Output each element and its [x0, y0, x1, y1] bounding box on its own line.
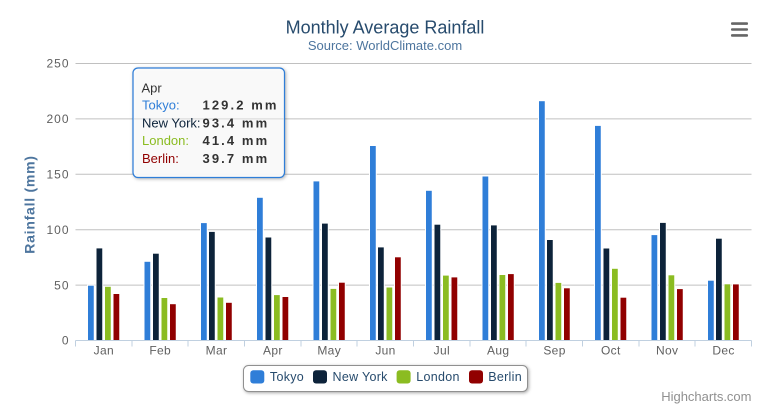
svg-text:Tokyo: Tokyo: [270, 370, 304, 384]
svg-text:150: 150: [46, 168, 69, 182]
svg-text:Highcharts.com: Highcharts.com: [661, 389, 751, 404]
svg-text:Mar: Mar: [206, 344, 228, 358]
svg-text:London:: London:: [142, 133, 189, 148]
svg-text:Berlin:: Berlin:: [142, 151, 179, 166]
svg-text:129.2 mm: 129.2 mm: [203, 98, 279, 113]
svg-text:41.4 mm: 41.4 mm: [203, 133, 270, 148]
svg-text:Feb: Feb: [149, 344, 171, 358]
svg-text:Apr: Apr: [263, 344, 283, 358]
svg-text:0: 0: [62, 334, 70, 348]
svg-text:Jul: Jul: [434, 344, 450, 358]
svg-text:Rainfall (mm): Rainfall (mm): [22, 155, 38, 253]
svg-text:Sep: Sep: [543, 344, 565, 358]
svg-text:250: 250: [46, 57, 69, 71]
svg-text:Berlin: Berlin: [488, 370, 522, 384]
svg-text:50: 50: [54, 278, 69, 292]
svg-text:Tokyo:: Tokyo:: [142, 98, 180, 113]
svg-text:Source: WorldClimate.com: Source: WorldClimate.com: [308, 38, 462, 53]
svg-text:93.4 mm: 93.4 mm: [203, 115, 270, 130]
svg-text:New York: New York: [333, 370, 389, 384]
svg-text:Monthly Average Rainfall: Monthly Average Rainfall: [286, 18, 485, 38]
svg-text:Apr: Apr: [142, 81, 163, 96]
svg-text:100: 100: [46, 223, 69, 237]
svg-text:200: 200: [46, 112, 69, 126]
svg-text:Nov: Nov: [656, 344, 678, 358]
svg-text:Jun: Jun: [375, 344, 395, 358]
svg-text:Jan: Jan: [94, 344, 114, 358]
svg-text:London: London: [416, 370, 460, 384]
svg-text:Oct: Oct: [601, 344, 621, 358]
svg-text:New York:: New York:: [142, 115, 201, 130]
svg-text:39.7 mm: 39.7 mm: [203, 151, 270, 166]
svg-text:Aug: Aug: [487, 344, 509, 358]
svg-text:Dec: Dec: [712, 344, 734, 358]
svg-text:May: May: [317, 344, 341, 358]
